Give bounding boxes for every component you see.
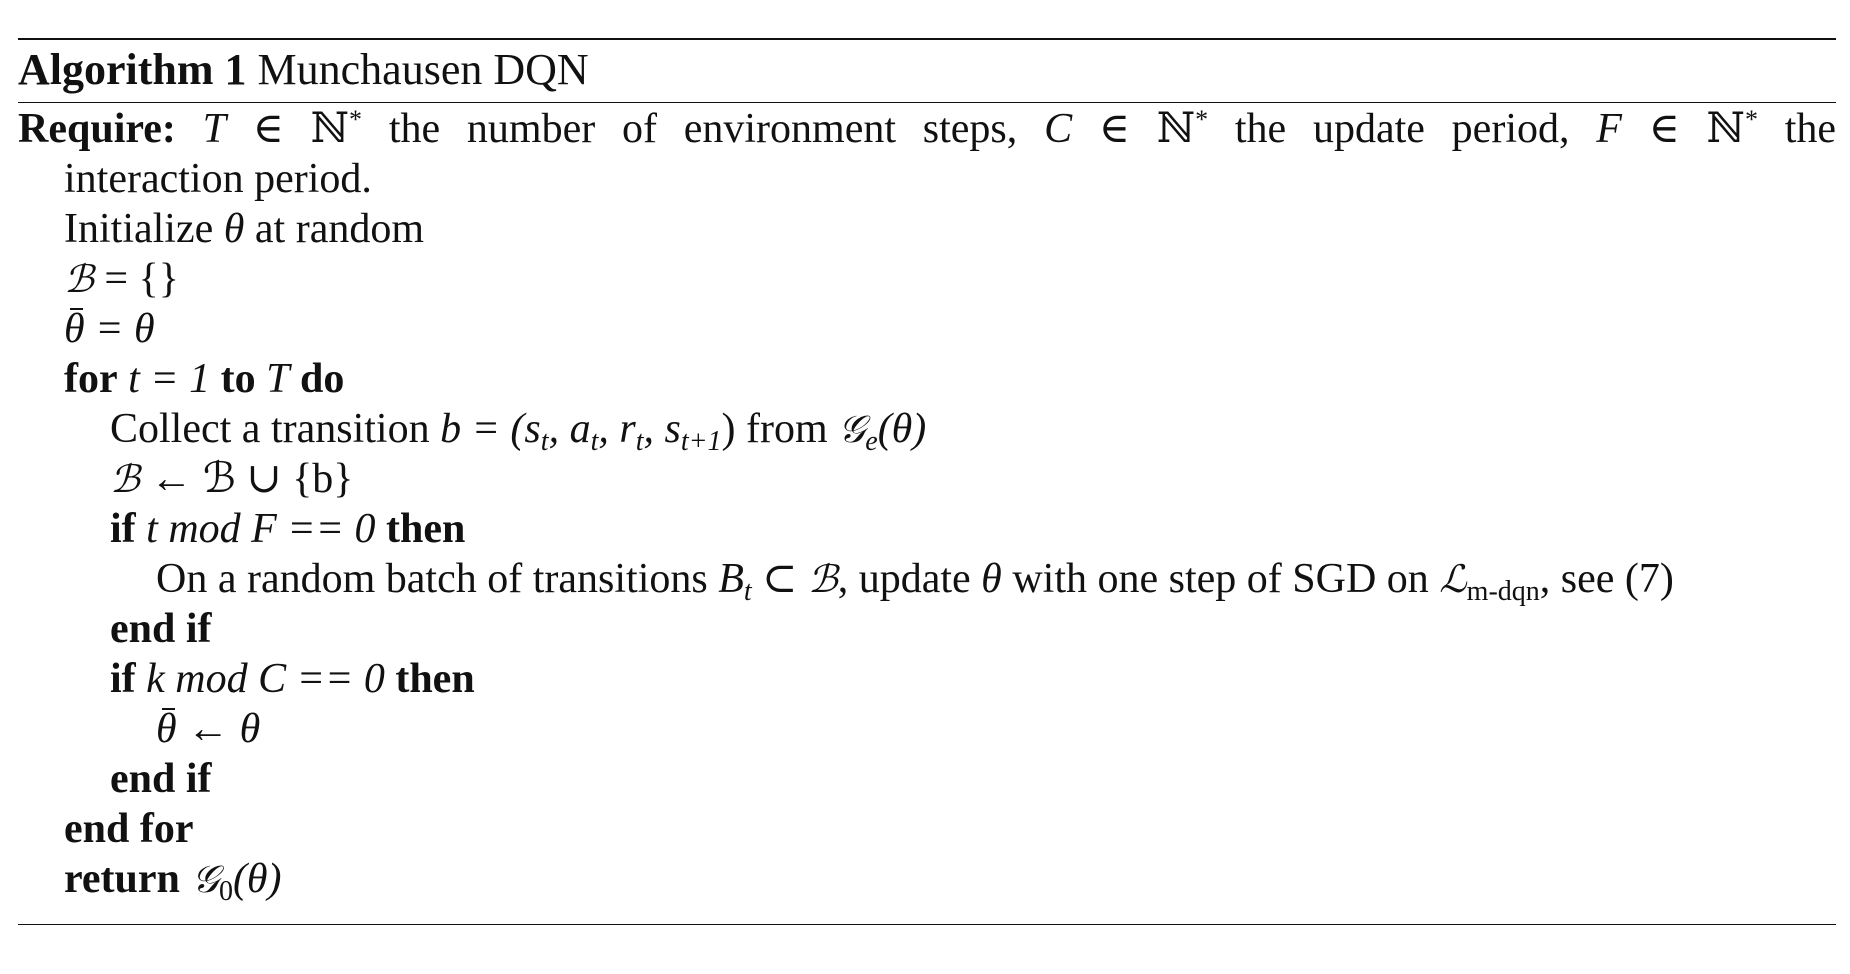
- collect-text: Collect a transition: [110, 406, 441, 452]
- collect-expr: b = (s: [440, 406, 541, 452]
- require-var-c: C: [1044, 106, 1073, 152]
- algorithm-caption: Algorithm 1 Munchausen DQN: [18, 42, 589, 98]
- require-var-f: F: [1596, 106, 1622, 152]
- target-update-expr: ← θ: [187, 706, 261, 752]
- require-text-3: the: [1757, 106, 1837, 152]
- buffer-symbol: ℬ: [64, 257, 94, 301]
- return-line: return 𝒢0(θ): [64, 854, 282, 907]
- return-arg: (θ): [232, 856, 282, 902]
- do-keyword: do: [300, 356, 345, 402]
- init-text: Initialize: [64, 206, 224, 252]
- if-update-line: if k mod C == 0 then: [110, 654, 475, 704]
- to-keyword: to: [220, 356, 256, 402]
- policy-symbol: 𝒢: [838, 407, 866, 451]
- sgd-text-2: , update: [837, 556, 982, 602]
- buffer-update-expr: ← ℬ ∪ {b}: [150, 456, 354, 502]
- sgd-text-1: On a random batch of transitions: [156, 556, 719, 602]
- then-keyword: then: [386, 506, 466, 552]
- greedy-policy-symbol: 𝒢: [191, 857, 219, 901]
- if-interaction-expr: t mod F == 0: [146, 506, 376, 552]
- sgd-line: On a random batch of transitions Bt ⊂ ℬ,…: [156, 556, 1674, 607]
- if-keyword-2: if: [110, 656, 136, 702]
- for-line: for t = 1 to T do: [64, 354, 344, 404]
- buffer-init-line: ℬ = {}: [64, 254, 179, 304]
- end-if-line-2: end if: [110, 756, 212, 802]
- top-rule: [18, 38, 1836, 40]
- collect-line: Collect a transition b = (st, at, rt, st…: [110, 406, 927, 457]
- end-for-line: end for: [64, 806, 194, 852]
- require-continuation: interaction period.: [64, 156, 372, 202]
- for-expr: t = 1: [128, 356, 211, 402]
- require-var-t: T: [202, 106, 227, 152]
- sgd-text-4: , see (7): [1539, 556, 1674, 602]
- algorithm-label: Algorithm 1: [18, 45, 247, 94]
- init-tail: at random: [244, 206, 425, 252]
- for-var: T: [266, 356, 290, 402]
- algorithm-title: Munchausen DQN: [257, 45, 589, 94]
- if-interaction-line: if t mod F == 0 then: [110, 504, 465, 554]
- end-if-line-1: end if: [110, 606, 212, 652]
- require-line: Require: T ∈ ℕ* the number of environmen…: [18, 105, 1837, 152]
- caption-rule: [18, 102, 1836, 103]
- if-update-expr: k mod C == 0: [146, 656, 385, 702]
- from-text: from: [735, 406, 839, 452]
- theta-bar-symbol: θ: [64, 306, 85, 352]
- target-update-line: θ ← θ: [156, 704, 260, 754]
- target-init-line: θ = θ: [64, 304, 155, 354]
- target-init-expr: = θ: [95, 306, 155, 352]
- if-keyword: if: [110, 506, 136, 552]
- for-keyword: for: [64, 356, 118, 402]
- buffer-update-line: ℬ ← ℬ ∪ {b}: [110, 454, 353, 504]
- init-line: Initialize θ at random: [64, 204, 424, 254]
- loss-subscript: m-dqn: [1466, 576, 1540, 607]
- buffer-init-expr: = {}: [104, 256, 179, 302]
- require-keyword: Require:: [18, 106, 176, 152]
- sgd-text-3: with one step of SGD on: [1001, 556, 1440, 602]
- return-subscript: 0: [218, 876, 233, 907]
- require-text-1: the number of environment steps,: [362, 106, 1045, 152]
- theta-bar-symbol-2: θ: [156, 706, 177, 752]
- return-keyword: return: [64, 856, 180, 902]
- init-var: θ: [223, 206, 245, 252]
- then-keyword-2: then: [395, 656, 475, 702]
- require-text-2: the update period,: [1208, 106, 1597, 152]
- bottom-rule: [18, 924, 1836, 925]
- loss-symbol: ℒ: [1439, 557, 1467, 601]
- buffer-symbol-2: ℬ: [110, 457, 140, 501]
